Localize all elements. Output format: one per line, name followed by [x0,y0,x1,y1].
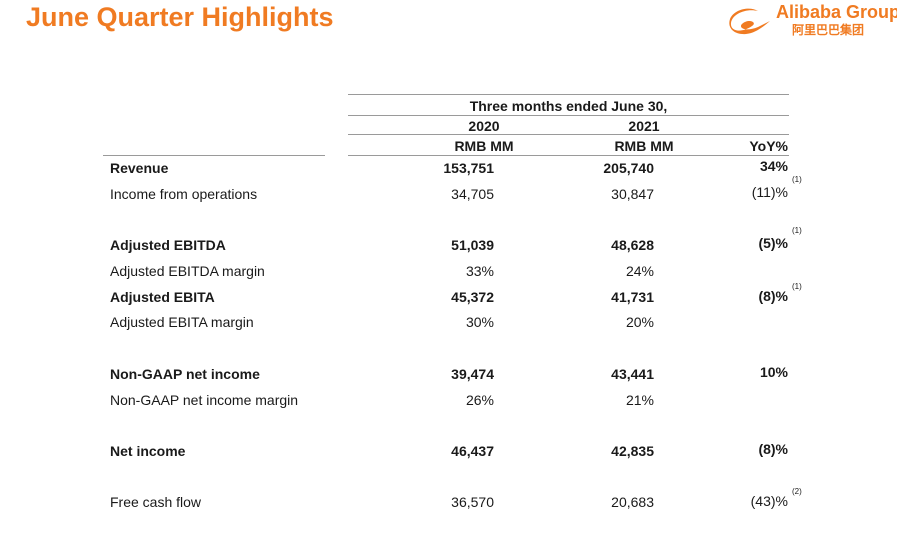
alibaba-logo: Alibaba Group 阿里巴巴集团 [728,2,897,38]
header-unit-rule-label [103,155,325,156]
row-yoy: (11)% [751,184,788,200]
row-value-2020: 51,039 [451,237,494,253]
row-value-2021: 20,683 [611,494,654,510]
logo-name: Alibaba Group [776,2,897,22]
row-yoy: (8)% [758,441,788,457]
row-label: Adjusted EBITA margin [110,314,254,330]
row-yoy: 34% [759,158,788,174]
row-value-2020: 36,570 [451,494,494,510]
row-value-2020: 45,372 [451,289,494,305]
footnote-marker: (1) [792,175,802,184]
row-value-2021: 24% [625,263,654,279]
row-label: Revenue [110,160,169,176]
page-title: June Quarter Highlights [26,2,334,32]
footnote-marker: (1) [792,226,802,235]
row-label: Income from operations [110,186,258,202]
row-value-2020: 33% [465,263,494,279]
header-unit-rule-values [348,155,789,156]
row-value-2021: 21% [625,392,654,408]
row-value-2020: 34,705 [451,186,494,202]
row-value-2021: 205,740 [603,160,654,176]
logo-chinese-name: 阿里巴巴集团 [792,23,865,37]
row-label: Adjusted EBITA [110,289,215,305]
year-2021-header: 2021 [628,118,660,134]
year-2020-header: 2020 [468,118,500,134]
row-value-2021: 20% [625,314,654,330]
period-header: Three months ended June 30, [469,98,668,114]
yoy-header: YoY% [749,138,788,154]
footnote-marker: (2) [792,487,802,496]
row-value-2020: 46,437 [451,443,494,459]
row-label: Free cash flow [110,494,202,510]
row-value-2021: 30,847 [611,186,654,202]
header-year-rule [348,134,789,135]
row-yoy: (43)% [750,493,788,509]
header-period-rule [348,115,789,116]
row-value-2020: 26% [465,392,494,408]
row-value-2021: 41,731 [611,289,654,305]
row-value-2020: 30% [465,314,494,330]
row-value-2020: 39,474 [451,366,494,382]
unit-2020-header: RMB MM [454,138,514,154]
row-yoy: (8)% [758,288,788,304]
row-label: Adjusted EBITDA margin [110,263,265,279]
row-value-2021: 42,835 [611,443,654,459]
row-value-2021: 43,441 [611,366,654,382]
row-yoy: (5)% [758,235,788,251]
header-top-rule [348,94,789,95]
row-label: Non-GAAP net income margin [110,392,299,408]
row-value-2020: 153,751 [443,160,494,176]
unit-2021-header: RMB MM [614,138,674,154]
alibaba-logo-icon [729,8,770,35]
row-label: Net income [110,443,186,459]
row-label: Adjusted EBITDA [110,237,226,253]
footnote-marker: (1) [792,282,802,291]
row-label: Non-GAAP net income [110,366,260,382]
row-yoy: 10% [759,364,788,380]
row-value-2021: 48,628 [611,237,654,253]
